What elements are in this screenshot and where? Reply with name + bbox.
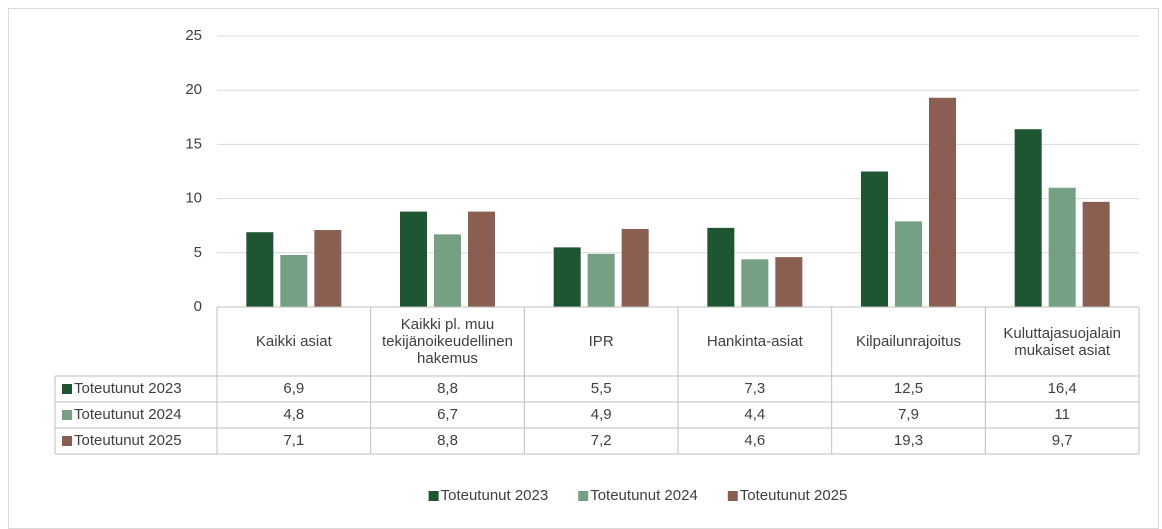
table-value: 7,2 xyxy=(591,432,612,449)
legend-key xyxy=(727,491,738,501)
x-tick-label: Kaikki asiat xyxy=(255,333,332,350)
table-value: 4,6 xyxy=(744,432,765,449)
y-tick-label: 20 xyxy=(185,81,202,98)
y-tick-label: 5 xyxy=(194,244,202,261)
bar xyxy=(434,234,461,307)
y-tick-label: 0 xyxy=(194,298,202,315)
series-name: Toteutunut 2024 xyxy=(74,406,182,423)
table-value: 6,9 xyxy=(283,380,304,397)
bar xyxy=(775,257,803,307)
bar xyxy=(246,232,274,307)
bar xyxy=(861,171,888,307)
table-value: 4,9 xyxy=(591,406,612,423)
table-value: 19,3 xyxy=(894,432,923,449)
table-value: 7,1 xyxy=(283,432,304,449)
category-cell: Kilpailunrajoitus xyxy=(855,333,962,350)
x-tick-label: Kaikki pl. muu tekijänoikeudellinen hake… xyxy=(382,316,513,367)
legend-label: Toteutunut 2025 xyxy=(740,487,848,504)
table-legend-key xyxy=(62,384,72,394)
table-value: 8,8 xyxy=(437,380,458,397)
legend-key xyxy=(578,491,589,501)
legend-label: Toteutunut 2024 xyxy=(590,487,698,504)
legend-label: Toteutunut 2023 xyxy=(441,487,549,504)
table-legend-key xyxy=(62,410,72,420)
bar xyxy=(280,254,308,307)
category-cell: Kuluttajasuojalain mukaiset asiat xyxy=(1003,324,1121,359)
bar xyxy=(400,211,427,307)
category-cell: Kaikki asiat xyxy=(255,333,332,350)
bar xyxy=(587,253,615,307)
bar xyxy=(1048,187,1076,307)
table-value: 11 xyxy=(1054,406,1070,423)
table-value: 12,5 xyxy=(894,380,923,397)
x-tick-label: IPR xyxy=(588,333,614,350)
bar xyxy=(895,221,922,307)
table-value: 4,4 xyxy=(744,406,765,423)
table-value: 7,9 xyxy=(898,406,919,423)
table-value: 5,5 xyxy=(591,380,612,397)
x-tick-label: Hankinta-asiat xyxy=(706,333,803,350)
bar xyxy=(741,259,769,307)
table-value: 9,7 xyxy=(1052,432,1073,449)
table-value: 4,8 xyxy=(283,406,304,423)
category-cell: Hankinta-asiat xyxy=(706,333,803,350)
legend-key xyxy=(428,491,439,501)
bar xyxy=(1014,129,1042,307)
category-cell: Kaikki pl. muu tekijänoikeudellinen hake… xyxy=(382,316,513,367)
bar xyxy=(468,211,495,307)
y-tick-label: 10 xyxy=(185,190,202,207)
bar xyxy=(314,230,342,307)
chart-frame xyxy=(8,8,1159,529)
table-value: 7,3 xyxy=(744,380,765,397)
x-tick-label: Kilpailunrajoitus xyxy=(855,333,962,350)
series-name: Toteutunut 2025 xyxy=(74,432,182,449)
bar xyxy=(553,247,581,307)
bar xyxy=(621,228,649,307)
y-tick-label: 25 xyxy=(185,27,202,44)
y-tick-label: 15 xyxy=(185,135,202,152)
bar xyxy=(929,97,956,308)
x-tick-label: Kuluttajasuojalain mukaiset asiat xyxy=(1003,324,1121,359)
series-name: Toteutunut 2023 xyxy=(74,380,182,397)
bar xyxy=(707,227,735,307)
table-value: 6,7 xyxy=(437,406,458,423)
bar xyxy=(1082,201,1110,307)
table-value: 16,4 xyxy=(1048,380,1077,397)
category-cell: IPR xyxy=(588,333,614,350)
table-value: 8,8 xyxy=(437,432,458,449)
table-legend-key xyxy=(62,436,72,446)
